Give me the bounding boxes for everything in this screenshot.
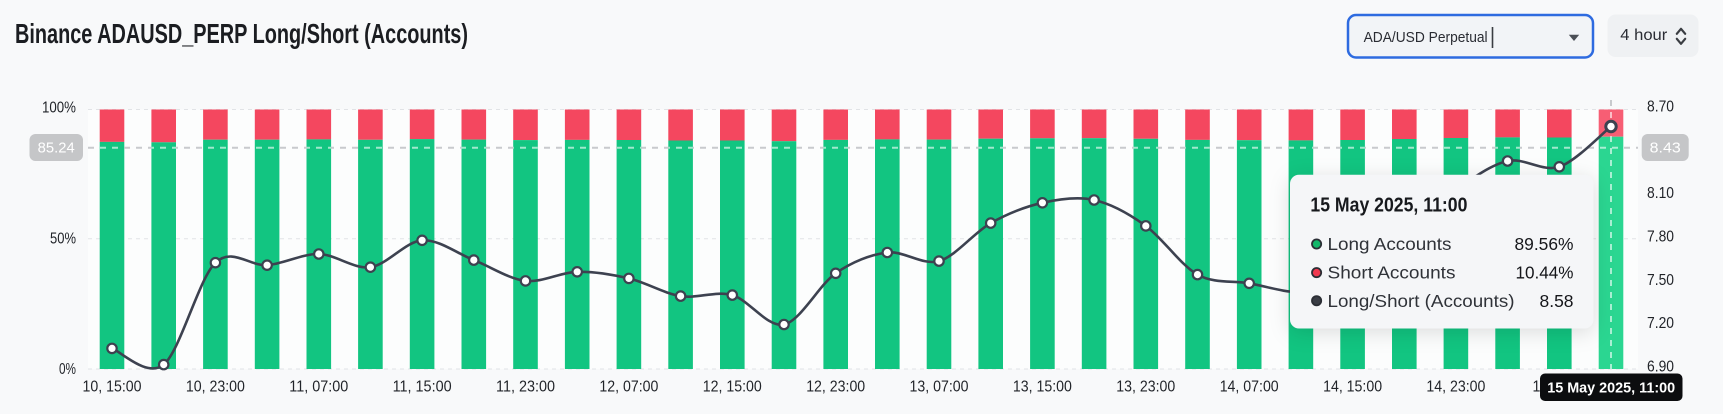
svg-text:50%: 50% xyxy=(50,231,76,248)
svg-text:10.44%: 10.44% xyxy=(1516,263,1574,283)
svg-text:8.43: 8.43 xyxy=(1650,141,1681,157)
svg-text:10, 15:00: 10, 15:00 xyxy=(83,379,142,396)
svg-text:8.70: 8.70 xyxy=(1647,98,1674,115)
svg-text:14, 15:00: 14, 15:00 xyxy=(1323,379,1382,396)
svg-text:0%: 0% xyxy=(59,361,76,378)
svg-text:Binance ADAUSD_PERP Long/Short: Binance ADAUSD_PERP Long/Short (Accounts… xyxy=(15,18,468,49)
svg-text:89.56%: 89.56% xyxy=(1515,234,1574,254)
svg-text:13, 07:00: 13, 07:00 xyxy=(910,379,969,396)
svg-text:12, 15:00: 12, 15:00 xyxy=(703,379,762,396)
svg-text:12, 23:00: 12, 23:00 xyxy=(806,379,865,396)
svg-text:13, 15:00: 13, 15:00 xyxy=(1013,379,1072,396)
svg-text:Short Accounts: Short Accounts xyxy=(1328,263,1456,283)
svg-text:7.20: 7.20 xyxy=(1647,315,1674,332)
svg-text:Long Accounts: Long Accounts xyxy=(1328,234,1452,254)
svg-text:14, 07:00: 14, 07:00 xyxy=(1220,379,1279,396)
svg-text:15 May 2025, 11:00: 15 May 2025, 11:00 xyxy=(1547,381,1675,397)
svg-text:14, 23:00: 14, 23:00 xyxy=(1426,379,1485,396)
svg-text:8.10: 8.10 xyxy=(1647,185,1674,202)
svg-text:85.24: 85.24 xyxy=(38,141,75,157)
svg-text:11, 15:00: 11, 15:00 xyxy=(393,379,452,396)
svg-text:6.90: 6.90 xyxy=(1647,359,1674,376)
svg-text:7.80: 7.80 xyxy=(1647,229,1674,246)
svg-text:Long/Short (Accounts): Long/Short (Accounts) xyxy=(1328,291,1515,311)
svg-text:11, 07:00: 11, 07:00 xyxy=(289,379,348,396)
svg-text:13, 23:00: 13, 23:00 xyxy=(1116,379,1175,396)
svg-text:10, 23:00: 10, 23:00 xyxy=(186,379,245,396)
svg-text:11, 23:00: 11, 23:00 xyxy=(496,379,555,396)
svg-text:4 hour: 4 hour xyxy=(1620,27,1667,44)
svg-text:12, 07:00: 12, 07:00 xyxy=(599,379,658,396)
svg-text:8.58: 8.58 xyxy=(1540,291,1574,311)
svg-text:7.50: 7.50 xyxy=(1647,272,1674,289)
svg-text:15 May 2025, 11:00: 15 May 2025, 11:00 xyxy=(1310,195,1467,217)
svg-text:100%: 100% xyxy=(42,99,76,116)
svg-text:ADA/USD Perpetual: ADA/USD Perpetual xyxy=(1364,29,1488,46)
